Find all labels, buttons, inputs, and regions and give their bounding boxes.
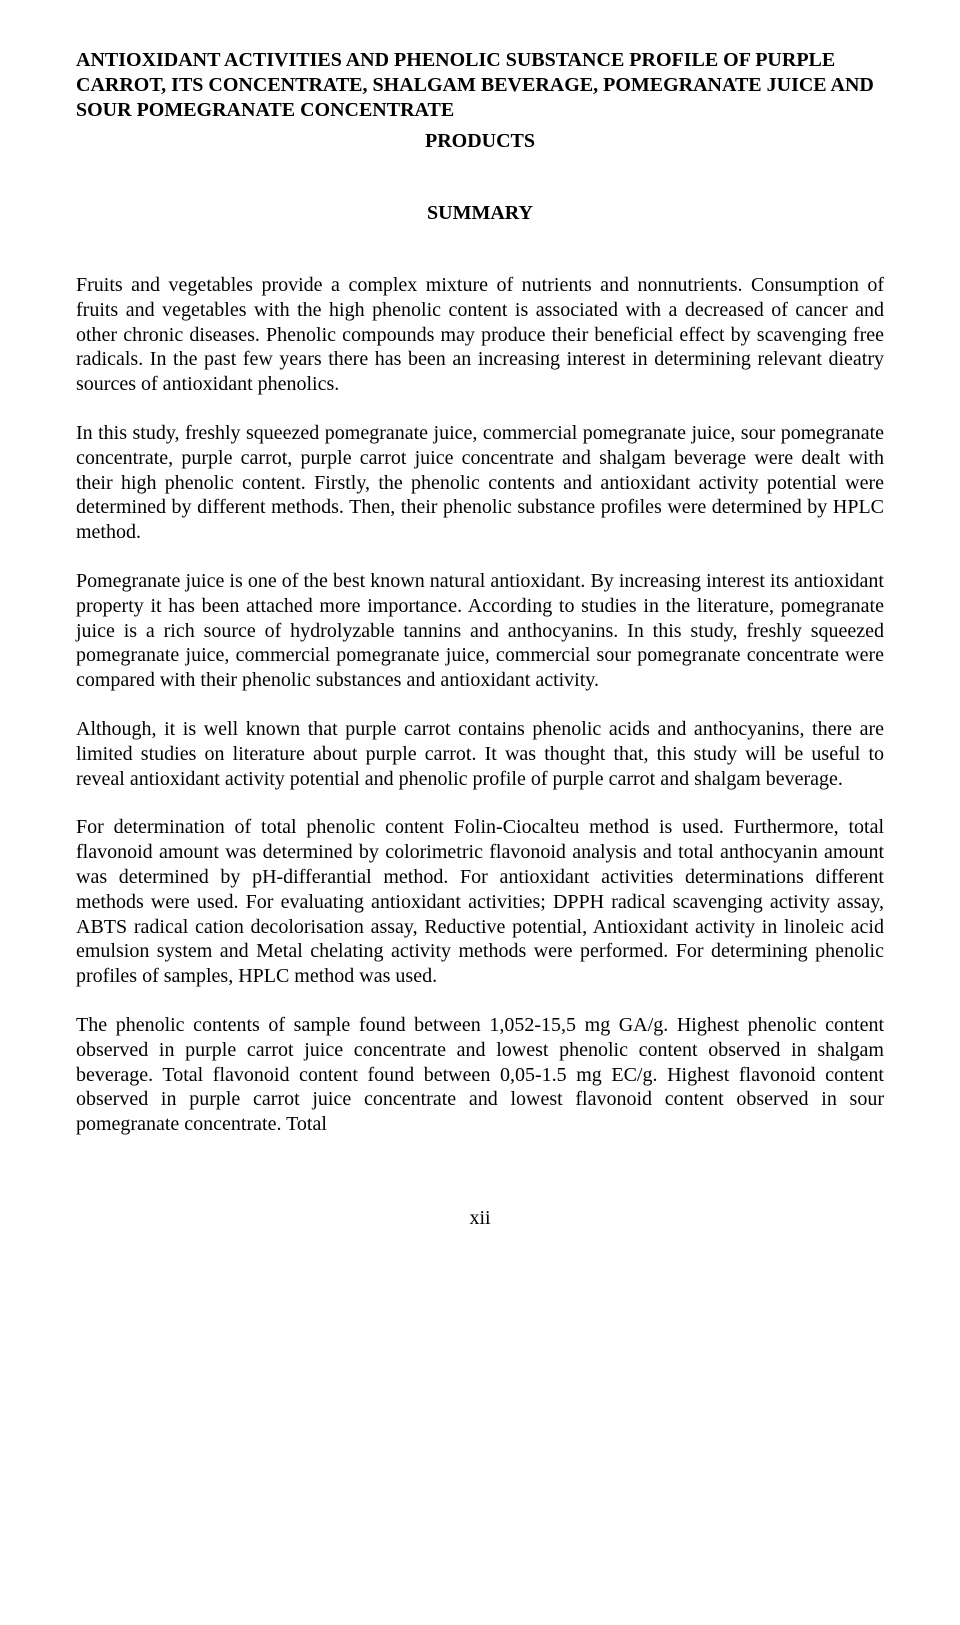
summary-paragraph-3: Pomegranate juice is one of the best kno… — [76, 569, 884, 693]
summary-paragraph-1: Fruits and vegetables provide a complex … — [76, 273, 884, 397]
document-title-line-2: PRODUCTS — [76, 129, 884, 154]
summary-paragraph-6: The phenolic contents of sample found be… — [76, 1013, 884, 1137]
summary-paragraph-4: Although, it is well known that purple c… — [76, 717, 884, 791]
summary-paragraph-2: In this study, freshly squeezed pomegran… — [76, 421, 884, 545]
document-title-line-1: ANTIOXIDANT ACTIVITIES AND PHENOLIC SUBS… — [76, 48, 884, 123]
summary-paragraph-5: For determination of total phenolic cont… — [76, 815, 884, 989]
summary-heading: SUMMARY — [76, 202, 884, 225]
page-number: xii — [76, 1207, 884, 1230]
